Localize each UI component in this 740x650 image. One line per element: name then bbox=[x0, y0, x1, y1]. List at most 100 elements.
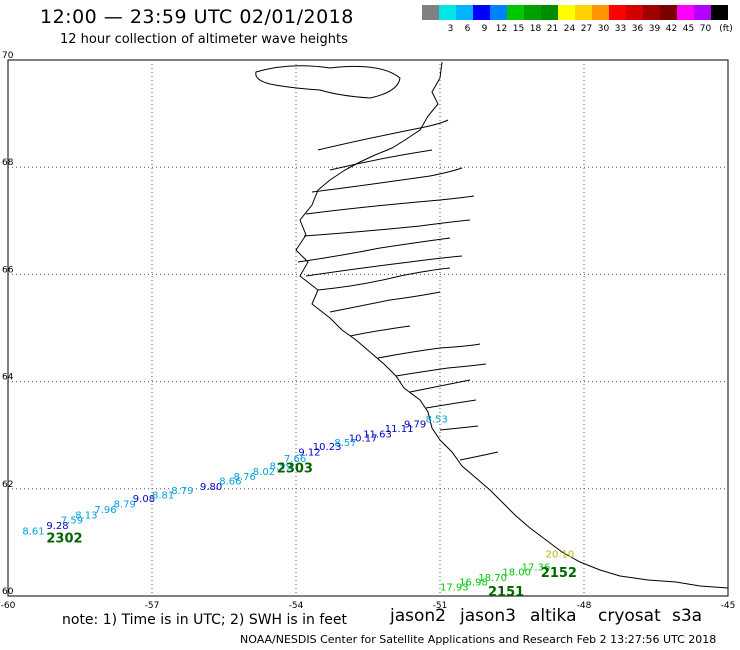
wave-height-label: 9.08 bbox=[133, 494, 155, 505]
wave-height-label: 8.53 bbox=[426, 414, 448, 425]
wave-height-label: 16.98 bbox=[459, 577, 488, 588]
colorbar-swatch bbox=[626, 5, 643, 20]
colorbar-swatch bbox=[592, 5, 609, 20]
legend-jason2: jason2 bbox=[390, 606, 446, 626]
colorbar-swatch bbox=[711, 5, 728, 20]
colorbar-swatch bbox=[575, 5, 592, 20]
lon-tick-label: -60 bbox=[1, 601, 16, 611]
colorbar-swatch bbox=[473, 5, 490, 20]
coastline-fjord bbox=[425, 399, 477, 409]
coastline-main bbox=[295, 61, 729, 589]
colorbar-swatch bbox=[456, 5, 473, 20]
colorbar-swatch bbox=[609, 5, 626, 20]
colorbar-unit: (ft) bbox=[719, 24, 733, 34]
colorbar-tick-label: 30 bbox=[598, 24, 610, 34]
coastline-fjord bbox=[329, 149, 433, 171]
wave-height-label: 10.17 bbox=[349, 434, 378, 445]
legend-cryosat: cryosat bbox=[598, 606, 661, 626]
colorbar-tick-label: 27 bbox=[581, 24, 592, 34]
wave-height-label: 7.96 bbox=[94, 505, 116, 516]
color-scale-bar: 3 6 9 12 15 18 21 24 27 30 33 36 39 42 45 70 (ft) bbox=[422, 5, 733, 34]
wave-height-label: 20.10 bbox=[546, 549, 575, 560]
colorbar-swatch bbox=[507, 5, 524, 20]
colorbar-swatch bbox=[694, 5, 711, 20]
coastline-fjord bbox=[303, 219, 471, 237]
track-jason2: 8.61 9.287.598.137.968.799.088.818.79 9.80… bbox=[22, 414, 447, 546]
greenland-coastline bbox=[255, 61, 729, 589]
coastline-fjord bbox=[305, 255, 463, 277]
wave-height-label: 11.63 bbox=[363, 429, 392, 440]
lon-tick-label: -51 bbox=[433, 601, 448, 611]
colorbar-swatch bbox=[643, 5, 660, 20]
colorbar-tick-label: 6 bbox=[465, 24, 471, 34]
colorbar-tick-label: 45 bbox=[683, 24, 694, 34]
map-subtitle: 12 hour collection of altimeter wave hei… bbox=[60, 32, 348, 47]
colorbar-swatch bbox=[524, 5, 541, 20]
colorbar-swatch bbox=[660, 5, 677, 20]
lat-tick-label: 60 bbox=[2, 587, 14, 597]
wave-height-label: 17.36 bbox=[522, 562, 551, 573]
coastline-fjord bbox=[409, 379, 471, 393]
colorbar-tick-label: 18 bbox=[530, 24, 542, 34]
wave-height-label: 8.02 bbox=[253, 467, 275, 478]
wave-height-label: 9.80 bbox=[200, 482, 222, 493]
coastline-fjord bbox=[329, 291, 441, 313]
track-jason3: 20.10 2152 bbox=[541, 549, 577, 581]
colorbar-tick-label: 9 bbox=[482, 24, 488, 34]
legend-jason3: jason3 bbox=[460, 606, 516, 626]
coastline-fjord bbox=[297, 237, 451, 263]
colorbar-swatch bbox=[677, 5, 694, 20]
coastline-fjord bbox=[349, 325, 411, 337]
wave-height-label: 8.61 bbox=[22, 526, 44, 537]
legend-s3a: s3a bbox=[672, 606, 703, 626]
wave-height-label: 8.79 bbox=[171, 486, 193, 497]
coastline-fjord bbox=[311, 167, 463, 193]
colorbar-swatch bbox=[422, 5, 439, 20]
coastline-island bbox=[255, 65, 401, 99]
wave-height-label: 8.79 bbox=[114, 500, 136, 511]
colorbar-swatch bbox=[558, 5, 575, 20]
colorbar-swatch bbox=[541, 5, 558, 20]
wave-height-label: 17.93 bbox=[440, 583, 469, 594]
track-jason2: 2303 bbox=[277, 462, 313, 477]
wave-height-label: 9.28 bbox=[46, 521, 68, 532]
track-time-label: 2303 bbox=[277, 462, 313, 477]
colorbar-tick-label: 12 bbox=[496, 24, 507, 34]
colorbar-tick-label: 15 bbox=[513, 24, 524, 34]
legend-altika: altika bbox=[530, 606, 577, 626]
wave-height-label: 8.81 bbox=[152, 490, 174, 501]
map-frame bbox=[7, 59, 729, 597]
track-time-label: 2302 bbox=[46, 531, 82, 546]
colorbar-tick-label: 36 bbox=[632, 24, 644, 34]
colorbar-tick-label: 21 bbox=[547, 24, 558, 34]
track-time-label: 2151 bbox=[488, 585, 524, 600]
colorbar-swatch bbox=[490, 5, 507, 20]
coastline-fjord bbox=[459, 451, 499, 461]
lat-tick-label: 62 bbox=[2, 480, 13, 490]
footer-credit: NOAA/NESDIS Center for Satellite Applica… bbox=[240, 633, 717, 646]
coastline-fjord bbox=[439, 425, 479, 431]
lon-tick-label: -48 bbox=[577, 601, 592, 611]
coastline-fjord bbox=[395, 363, 487, 377]
wave-height-label: 9.12 bbox=[298, 448, 320, 459]
legend-note: note: 1) Time is in UTC; 2) SWH is in fe… bbox=[62, 612, 348, 628]
lat-tick-label: 66 bbox=[2, 265, 14, 275]
wave-height-label: 11.11 bbox=[385, 424, 414, 435]
coastline-fjord bbox=[317, 267, 451, 291]
coastline-fjord bbox=[305, 195, 475, 215]
colorbar-tick-label: 70 bbox=[700, 24, 712, 34]
wave-height-label: 8.13 bbox=[75, 510, 97, 521]
lat-tick-label: 68 bbox=[2, 158, 14, 168]
colorbar-swatch bbox=[439, 5, 456, 20]
coastline-fjord bbox=[317, 119, 449, 151]
colorbar-tick-label: 3 bbox=[448, 24, 454, 34]
colorbar-tick-label: 39 bbox=[649, 24, 661, 34]
wave-height-label: 18.00 bbox=[502, 568, 531, 579]
wave-height-label: 8.59 bbox=[270, 462, 292, 473]
wave-height-label: 7.66 bbox=[284, 454, 306, 465]
track-time-label: 2152 bbox=[541, 566, 577, 581]
map-title: 12:00 — 23:59 UTC 02/01/2018 bbox=[40, 6, 354, 28]
lon-tick-label: -57 bbox=[145, 601, 160, 611]
